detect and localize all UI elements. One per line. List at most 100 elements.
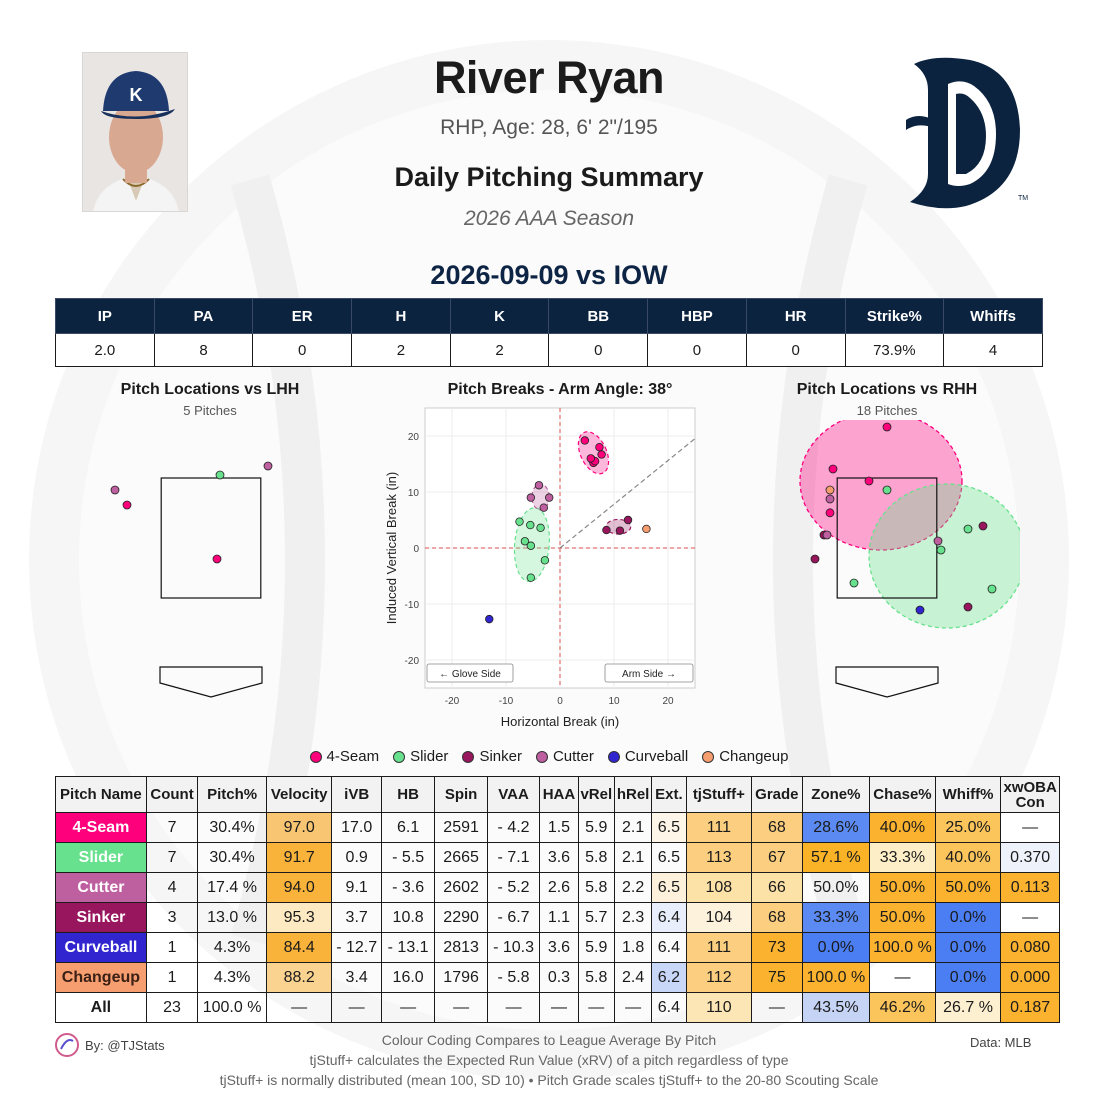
stat-value-er: 0 <box>252 333 353 367</box>
table-cell: 68 <box>751 812 803 843</box>
glove-side-label: ← Glove Side <box>426 663 514 683</box>
table-cell: 26.7 % <box>934 992 1002 1023</box>
stat-value-whiffs: 4 <box>943 333 1043 367</box>
location-point-cutter <box>263 461 273 471</box>
legend-marker <box>393 750 406 763</box>
table-cell: — <box>613 992 653 1023</box>
break-point-4-seam <box>580 436 590 445</box>
lhh-plot-title: Pitch Locations vs LHH <box>120 381 300 398</box>
table-cell: - 5.8 <box>486 962 541 993</box>
table-cell: 2591 <box>434 812 488 843</box>
location-point-slider <box>215 470 225 480</box>
location-point-slider <box>936 545 946 555</box>
table-cell: 0.3 <box>539 962 579 993</box>
table-cell: 112 <box>685 962 753 993</box>
svg-text:TM: TM <box>1018 195 1028 202</box>
lhh-plot-subtitle: 5 Pitches <box>183 403 237 418</box>
table-cell: 3.4 <box>331 962 382 993</box>
table-cell: 2.4 <box>613 962 653 993</box>
table-cell: 73 <box>751 932 803 963</box>
table-row: Changeup 1 4.3% 88.2 3.4 16.0 1796- 5.8 0.3 5.8 2… <box>55 962 1060 993</box>
location-point-sinker <box>978 521 988 531</box>
stat-value-pa: 8 <box>153 333 254 367</box>
location-point-slider <box>849 578 859 588</box>
pitch-name-cell: All <box>55 992 147 1023</box>
table-cell: 0.187 <box>1000 992 1060 1023</box>
table-cell: 97.0 <box>265 812 333 843</box>
table-row: Curveball 1 4.3% 84.4- 12.7- 13.1 2813- 10.3… <box>55 932 1060 963</box>
table-cell: 3.6 <box>539 842 579 873</box>
table-cell: — <box>380 992 436 1023</box>
table-cell: 4 <box>145 872 199 903</box>
stat-value-hr: 0 <box>745 333 846 367</box>
table-cell: 6.4 <box>651 932 687 963</box>
x-tick-label: 10 <box>608 696 620 707</box>
table-cell: 17.0 <box>331 812 382 843</box>
break-point-cutter <box>544 493 554 502</box>
legend-marker <box>309 750 322 763</box>
table-cell: 2.6 <box>539 872 579 903</box>
table-cell: — <box>1000 812 1060 843</box>
stat-header-ip: IP <box>55 298 155 334</box>
column-header: Whiff% <box>934 776 1002 813</box>
table-cell: 40.0% <box>934 842 1002 873</box>
location-point-4-seam <box>122 500 132 510</box>
legend-item-slider: Slider <box>393 748 448 765</box>
table-cell: 2.1 <box>613 842 653 873</box>
table-cell: 100.0 % <box>869 932 936 963</box>
column-header: iVB <box>331 776 382 813</box>
strike-zone <box>160 477 262 599</box>
stat-header-k: K <box>449 298 550 334</box>
table-cell: 3 <box>145 902 199 933</box>
table-cell: 30.4% <box>197 812 267 843</box>
table-cell: — <box>1000 902 1060 933</box>
pitch-name-cell: Curveball <box>55 932 147 963</box>
table-cell: - 5.5 <box>380 842 436 873</box>
table-cell: 95.3 <box>265 902 333 933</box>
table-cell: - 3.6 <box>380 872 436 903</box>
stat-header-strike-pct: Strike% <box>844 298 945 334</box>
column-header: Grade <box>751 776 803 813</box>
table-cell: 100.0 % <box>197 992 267 1023</box>
table-cell: 0.080 <box>1000 932 1060 963</box>
table-cell: - 12.7 <box>331 932 382 963</box>
table-cell: 5.7 <box>577 902 615 933</box>
column-header: Pitch Name <box>55 776 147 813</box>
table-cell: 6.5 <box>651 872 687 903</box>
table-cell: 13.0 % <box>197 902 267 933</box>
table-cell: 25.0% <box>934 812 1002 843</box>
location-point-4-seam <box>864 476 874 486</box>
table-cell: 7 <box>145 842 199 873</box>
svg-text:← Glove Side: ← Glove Side <box>439 669 501 680</box>
location-point-cutter <box>825 494 835 504</box>
table-row: Sinker 3 13.0 % 95.3 3.7 10.8 2290- 6.7 1.1 5.7 2… <box>55 902 1060 933</box>
break-point-sinker <box>615 526 625 535</box>
break-point-slider <box>515 517 524 526</box>
credit: By: @TJStats <box>55 1033 165 1057</box>
column-header: HAA <box>539 776 579 813</box>
stat-value-hbp: 0 <box>647 333 747 367</box>
legend-label: 4-Seam <box>326 748 380 765</box>
legend-item-curveball: Curveball <box>607 748 689 765</box>
location-point-slider <box>882 485 892 495</box>
stat-header-hbp: HBP <box>647 298 747 334</box>
summary-title: Daily Pitching Summary <box>394 162 704 192</box>
break-point-slider <box>526 541 536 550</box>
column-header: HB <box>380 776 436 813</box>
y-tick-label: 20 <box>408 432 420 443</box>
legend-item-sinker: Sinker <box>462 748 522 765</box>
break-point-curveball <box>485 614 494 624</box>
location-point-slider <box>987 584 997 594</box>
column-header: xwOBA Con <box>1000 776 1060 813</box>
table-cell: - 7.1 <box>486 842 541 873</box>
legend-label: Slider <box>410 748 449 765</box>
stat-value-h: 2 <box>351 333 451 367</box>
column-header: Ext. <box>651 776 687 813</box>
table-cell: 28.6% <box>801 812 871 843</box>
table-cell: 17.4 % <box>197 872 267 903</box>
table-cell: 0.000 <box>1000 962 1060 993</box>
table-cell: 2.1 <box>613 812 653 843</box>
table-cell: - 10.3 <box>486 932 541 963</box>
table-cell: 43.5% <box>801 992 871 1023</box>
legend-label: Curveball <box>624 748 689 765</box>
